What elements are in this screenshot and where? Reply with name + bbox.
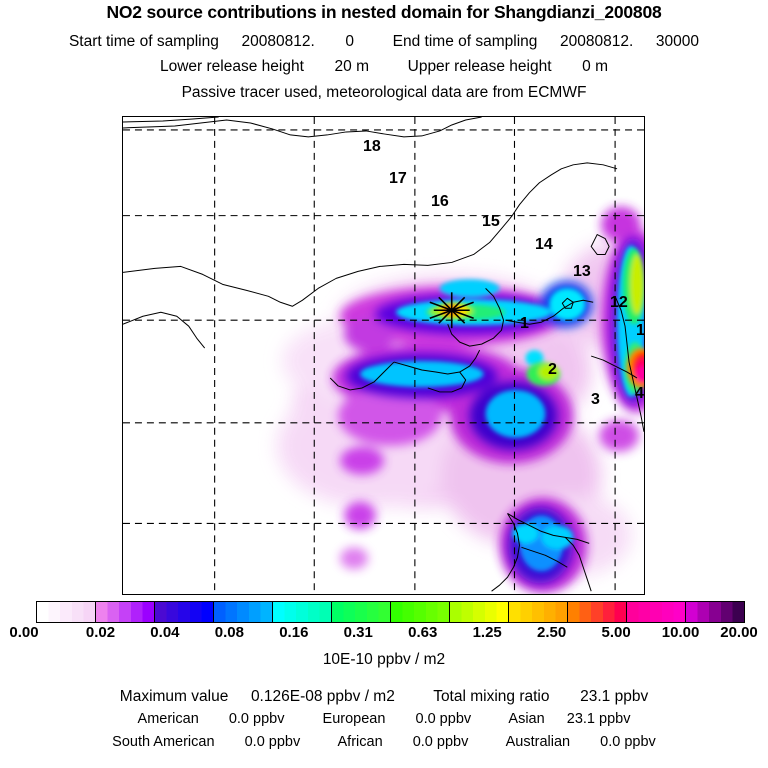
upper-release-label: Upper release height [407, 58, 552, 75]
tracer-info-line: Passive tracer used, meteorological data… [181, 84, 587, 101]
colorbar-tick-4: 0.16 [279, 624, 309, 641]
colorbar-band-10 [627, 602, 686, 622]
region-label-11: 11 [636, 322, 645, 339]
footer-regions-row-2: South American 0.0 ppbv African 0.0 ppbv… [0, 734, 768, 750]
region-label-17: 17 [389, 170, 407, 187]
map-graticule [123, 117, 644, 594]
region-south-american-label: South American [112, 734, 215, 750]
colorbar-ticks: 0.00 0.02 0.04 0.08 0.16 0.31 0.63 1.25 2.50 5.00… [0, 624, 768, 642]
upper-release-value: 0 m [582, 58, 608, 75]
region-australian-label: Australian [505, 734, 571, 750]
start-time-value: 0 [345, 33, 355, 50]
map-plot-area: 18171615141312111234 [122, 116, 645, 595]
colorbar-band-4 [273, 602, 332, 622]
colorbar-tick-8: 2.50 [537, 624, 567, 641]
page-title: NO2 source contributions in nested domai… [106, 2, 662, 22]
region-label-3: 3 [591, 391, 600, 408]
colorbar-tick-5: 0.31 [343, 624, 373, 641]
colorbar-band-0 [37, 602, 96, 622]
lower-release-label: Lower release height [160, 58, 304, 75]
region-label-14: 14 [535, 236, 553, 253]
colorbar-tick-11: 20.00 [720, 624, 758, 641]
colorbar-tick-3: 0.08 [214, 624, 244, 641]
colorbar-band-3 [214, 602, 273, 622]
colorbar-tick-6: 0.63 [408, 624, 438, 641]
release-site-star [429, 292, 474, 329]
region-european-label: European [322, 711, 386, 727]
region-label-13: 13 [573, 263, 591, 280]
maximum-value: 0.126E-08 ppbv / m2 [250, 688, 395, 705]
region-south-american-value: 0.0 ppbv [244, 734, 301, 750]
release-height-line: Lower release height 20 m Upper release … [0, 58, 768, 76]
region-label-15: 15 [482, 213, 500, 230]
colorbar-band-7 [450, 602, 509, 622]
colorbar-tick-1: 0.02 [85, 624, 116, 641]
colorbar-tick-10: 10.00 [661, 624, 700, 641]
total-mixing-ratio-value: 23.1 ppbv [580, 688, 649, 705]
lower-release-value: 20 m [334, 58, 369, 75]
start-time-label: Start time of sampling [68, 33, 219, 50]
region-asian-label: Asian [508, 711, 545, 727]
colorbar [36, 601, 745, 623]
total-mixing-ratio-label: Total mixing ratio [433, 688, 550, 705]
footer-summary-line: Maximum value 0.126E-08 ppbv / m2 Total … [0, 688, 768, 706]
maximum-value-label: Maximum value [119, 688, 229, 705]
region-label-12: 12 [610, 294, 628, 311]
region-american-value: 0.0 ppbv [228, 711, 285, 727]
end-date-value: 20080812. [560, 33, 634, 50]
start-date-value: 20080812. [241, 33, 315, 50]
colorbar-band-2 [155, 602, 214, 622]
colorbar-band-11 [686, 602, 744, 622]
region-african-value: 0.0 ppbv [412, 734, 469, 750]
colorbar-tick-2: 0.04 [150, 624, 180, 641]
map-annotations: 18171615141312111234 [123, 117, 644, 594]
region-label-16: 16 [431, 193, 449, 210]
colorbar-tick-9: 5.00 [601, 624, 631, 641]
footer-regions-row-1: American 0.0 ppbv European 0.0 ppbv Asia… [0, 711, 768, 727]
colorbar-tick-0: 0.00 [9, 624, 39, 641]
sampling-time-line: Start time of sampling 20080812. 0 End t… [0, 33, 768, 51]
colorbar-band-6 [391, 602, 450, 622]
colorbar-band-9 [568, 602, 627, 622]
region-asian-value: 23.1 ppbv [566, 711, 631, 727]
coastline-overlay [123, 117, 644, 592]
colorbar-band-8 [509, 602, 568, 622]
region-label-4: 4 [635, 385, 644, 402]
colorbar-band-1 [96, 602, 155, 622]
region-label-2: 2 [548, 361, 557, 378]
colorbar-band-5 [332, 602, 391, 622]
region-african-label: African [337, 734, 383, 750]
region-label-1: 1 [520, 315, 529, 332]
end-time-value: 30000 [655, 33, 700, 50]
end-time-label: End time of sampling [392, 33, 538, 50]
region-european-value: 0.0 ppbv [415, 711, 472, 727]
colorbar-unit-label: 10E-10 ppbv / m2 [322, 651, 446, 668]
region-american-label: American [137, 711, 199, 727]
colorbar-tick-7: 1.25 [472, 624, 502, 641]
region-australian-value: 0.0 ppbv [600, 734, 656, 750]
region-label-18: 18 [363, 138, 381, 155]
